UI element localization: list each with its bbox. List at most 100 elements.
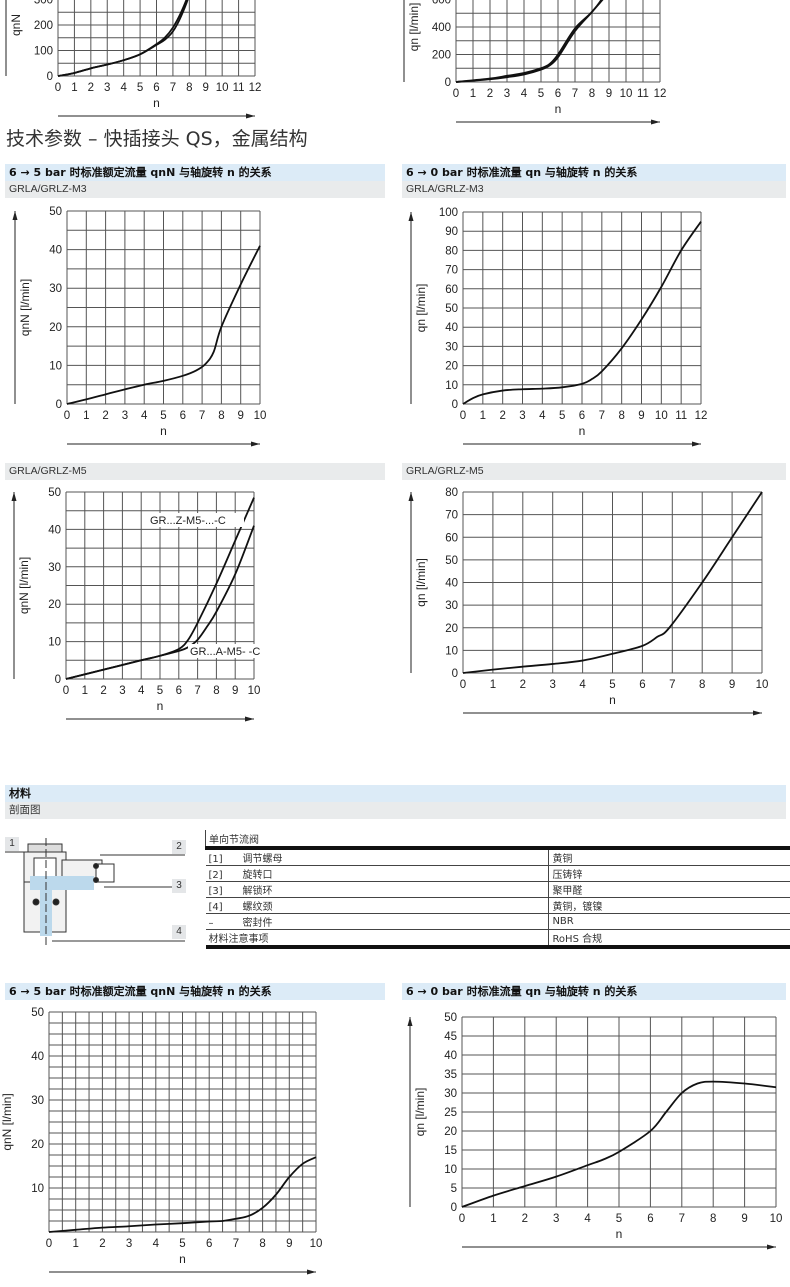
callout-4: 4 bbox=[172, 925, 186, 939]
y-tick-label: 10 bbox=[48, 637, 61, 649]
x-tick-label: 8 bbox=[213, 685, 219, 697]
x-tick-label: 9 bbox=[237, 410, 243, 422]
part-cell: – 密封件 bbox=[205, 913, 549, 930]
x-axis-label: n bbox=[153, 96, 160, 110]
x-tick-label: 1 bbox=[480, 410, 486, 422]
y-tick-label: 40 bbox=[31, 1051, 44, 1063]
material-cell: 压铸锌 bbox=[548, 865, 790, 882]
x-axis-arrowhead-icon bbox=[767, 1244, 776, 1250]
x-tick-label: 10 bbox=[248, 685, 261, 697]
series-line-0 bbox=[461, 1080, 777, 1208]
x-tick-label: 7 bbox=[679, 1213, 685, 1225]
table-title: 单向节流阀 bbox=[205, 830, 790, 850]
x-tick-label: 4 bbox=[138, 685, 145, 697]
series-annotation: GR...A-M5- -C bbox=[190, 646, 260, 658]
x-tick-label: 3 bbox=[553, 1213, 559, 1225]
material-cell: 黄铜，镀镍 bbox=[548, 897, 790, 914]
part-name: 解锁环 bbox=[242, 886, 273, 897]
y-axis-arrowhead-icon bbox=[408, 492, 414, 501]
x-tick-label: 0 bbox=[460, 410, 466, 422]
part-cell: [4] 螺纹颈 bbox=[205, 897, 549, 914]
y-axis-arrowhead-icon bbox=[408, 212, 414, 221]
y-tick-label: 5 bbox=[451, 1183, 457, 1195]
x-tick-label: 11 bbox=[675, 410, 687, 422]
series-line-0 bbox=[48, 1156, 317, 1233]
chart-5: 0 1 2 3 4 5 6 7 8 9 10 0 10 20 30 40 50 60 70 80 n qn [l/min] bbox=[408, 487, 768, 716]
y-tick-label: 30 bbox=[31, 1095, 44, 1107]
part-name: 密封件 bbox=[242, 918, 273, 929]
x-axis-arrowhead-icon bbox=[651, 119, 660, 125]
y-tick-label: 35 bbox=[444, 1069, 457, 1081]
x-axis-label: n bbox=[609, 693, 616, 707]
y-tick-label: 20 bbox=[31, 1139, 44, 1151]
x-axis-label: n bbox=[616, 1227, 623, 1241]
x-tick-label: 8 bbox=[618, 410, 624, 422]
series-annotation: GR...Z-M5-...-C bbox=[150, 515, 226, 527]
x-tick-label: 3 bbox=[126, 1238, 132, 1250]
x-tick-label: 2 bbox=[522, 1213, 528, 1225]
x-tick-label: 4 bbox=[153, 1238, 160, 1250]
x-tick-label: 9 bbox=[741, 1213, 747, 1225]
x-axis-label: n bbox=[160, 424, 167, 438]
chart-2: 0 1 2 3 4 5 6 7 8 9 10 0 10 20 30 40 50 n qnN [l/min] bbox=[12, 206, 267, 447]
callout-1: 1 bbox=[5, 837, 19, 851]
y-axis-label: qnN bbox=[9, 14, 23, 36]
y-tick-label: 80 bbox=[445, 245, 458, 257]
y-tick-label: 100 bbox=[34, 46, 53, 58]
callout-3: 3 bbox=[172, 879, 186, 893]
x-tick-label: 4 bbox=[539, 410, 546, 422]
series-line-0 bbox=[66, 245, 261, 405]
x-tick-label: 8 bbox=[589, 88, 595, 100]
annotation-bg bbox=[148, 513, 244, 527]
x-tick-label: 7 bbox=[194, 685, 200, 697]
x-tick-label: 6 bbox=[579, 410, 585, 422]
x-tick-label: 5 bbox=[160, 410, 166, 422]
x-tick-label: 3 bbox=[104, 82, 110, 94]
y-tick-label: 0 bbox=[55, 674, 61, 686]
x-tick-label: 1 bbox=[71, 82, 77, 94]
x-tick-label: 10 bbox=[254, 410, 267, 422]
x-tick-label: 8 bbox=[186, 82, 192, 94]
subheader-m3-right: GRLA/GRLZ-M3 bbox=[402, 181, 786, 198]
chart-3: 0 1 2 3 4 5 6 7 8 9 10 11 120102030405060708090100nq… bbox=[408, 207, 707, 447]
x-tick-label: 1 bbox=[490, 679, 496, 691]
x-tick-label: 1 bbox=[83, 410, 89, 422]
subheader-m5-left: GRLA/GRLZ-M5 bbox=[5, 463, 385, 480]
x-tick-label: 5 bbox=[609, 679, 615, 691]
x-tick-label: 9 bbox=[729, 679, 735, 691]
callout-2: 2 bbox=[172, 840, 186, 854]
y-axis-label: qnN [l/min] bbox=[17, 557, 31, 614]
chart-header-qn: 6 → 0 bar 时标准流量 qn 与轴旋转 n 的关系 bbox=[402, 164, 786, 181]
table-row: 材料注意事项 RoHS 合规 bbox=[205, 929, 790, 949]
y-axis-arrowhead-icon bbox=[12, 211, 18, 220]
part-id: [4] bbox=[208, 902, 223, 913]
x-tick-label: 10 bbox=[620, 88, 633, 100]
x-tick-label: 0 bbox=[459, 1213, 465, 1225]
y-tick-label: 10 bbox=[49, 360, 62, 372]
y-tick-label: 15 bbox=[444, 1145, 457, 1157]
x-tick-label: 4 bbox=[120, 82, 127, 94]
y-axis-arrowhead-icon bbox=[407, 1017, 413, 1026]
x-tick-label: 0 bbox=[63, 685, 69, 697]
x-tick-label: 1 bbox=[470, 88, 476, 100]
x-tick-label: 0 bbox=[64, 410, 70, 422]
table-row: [4] 螺纹颈 黄铜，镀镍 bbox=[205, 897, 790, 914]
y-tick-label: 50 bbox=[48, 487, 61, 499]
part-name: 调节螺母 bbox=[242, 854, 283, 865]
x-tick-label: 8 bbox=[218, 410, 224, 422]
series-line-1 bbox=[57, 0, 189, 77]
y-tick-label: 0 bbox=[451, 1202, 457, 1214]
y-axis-label: qn [l/min] bbox=[414, 558, 428, 607]
x-tick-label: 4 bbox=[521, 88, 528, 100]
x-tick-label: 10 bbox=[655, 410, 668, 422]
y-axis-label: qnN [l/min] bbox=[18, 279, 32, 336]
table-row: – 密封件 NBR bbox=[205, 913, 790, 930]
y-tick-label: 90 bbox=[445, 226, 458, 238]
x-tick-label: 3 bbox=[122, 410, 128, 422]
y-tick-label: 10 bbox=[445, 645, 458, 657]
materials-header: 材料 bbox=[5, 785, 786, 802]
x-tick-label: 9 bbox=[606, 88, 612, 100]
x-tick-label: 1 bbox=[490, 1213, 496, 1225]
part-id: – bbox=[208, 918, 214, 929]
